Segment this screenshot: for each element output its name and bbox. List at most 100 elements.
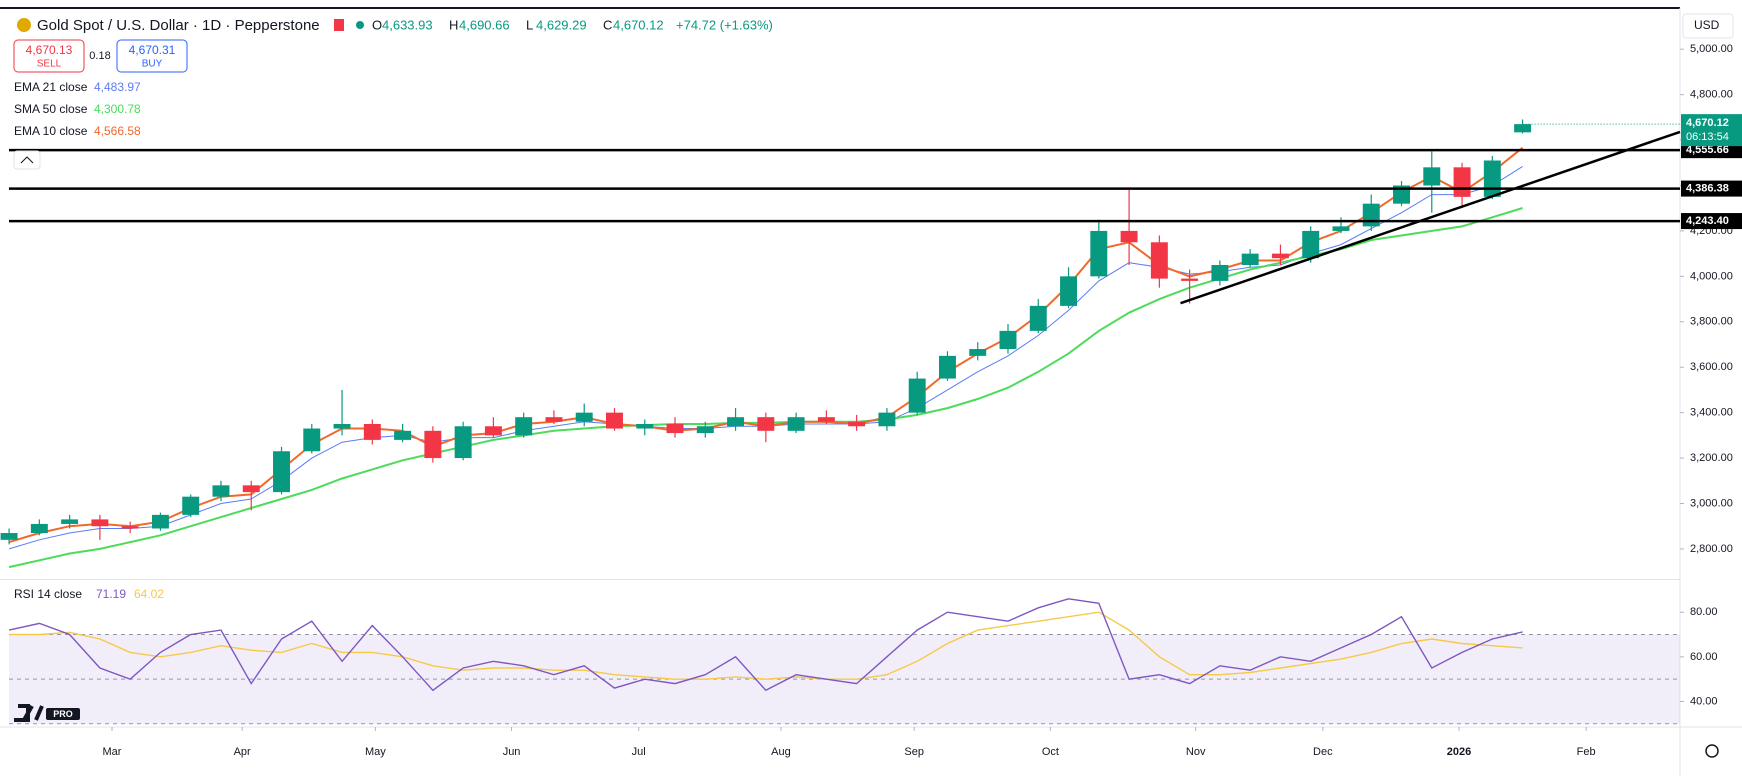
candle-body: [1332, 226, 1350, 231]
candle-body: [878, 412, 896, 427]
y-tick-label: 2,800.00: [1690, 543, 1733, 555]
y-tick-label: 60.00: [1690, 651, 1718, 663]
x-tick-label: Sep: [904, 746, 924, 758]
plot: 2,800.00 3,000.00 3,200.00 3,400.00 3,600.00…: [0, 43, 1742, 758]
sell-button[interactable]: [13, 39, 85, 73]
candle-body: [484, 426, 502, 436]
x-tick-label: Jul: [632, 746, 646, 758]
ohlc-row: O 4,633.93 H 4,690.66 L 4,629.29 C 4,670.12 +74.…: [372, 17, 773, 32]
candle-body: [1362, 203, 1380, 227]
brand-text: PRO: [53, 709, 73, 719]
x-tick-label: Aug: [771, 746, 791, 758]
candle-body: [938, 355, 956, 379]
candle-body: [30, 523, 48, 534]
ohlc-key: C: [603, 17, 612, 32]
x-tick-label: Nov: [1186, 746, 1206, 758]
current-price-box: [1681, 114, 1742, 147]
legend-value: 4,566.58: [94, 124, 141, 138]
candle-body: [91, 519, 109, 527]
candle-body: [1241, 253, 1259, 265]
y-tick-label: 80.00: [1690, 606, 1718, 618]
candle-body: [121, 526, 139, 529]
candle-body: [333, 423, 351, 429]
settings-icon[interactable]: [1705, 744, 1719, 758]
ohlc-value: 4,633.93: [382, 17, 433, 32]
x-tick-label: Jun: [503, 746, 521, 758]
y-tick-label: 3,400.00: [1690, 407, 1733, 419]
buy-button[interactable]: [116, 39, 188, 73]
buy-label: BUY: [142, 59, 163, 70]
sell-price: 4,670.13: [26, 43, 73, 57]
candle-body: [1483, 160, 1501, 197]
y-tick-label: 3,800.00: [1690, 316, 1733, 328]
candle-body: [1514, 124, 1532, 133]
currency-button[interactable]: [1682, 13, 1734, 39]
brand-logo: [14, 704, 44, 722]
candle-body: [969, 349, 987, 356]
candle-body: [303, 428, 321, 452]
candle-body: [454, 426, 472, 459]
candle-body: [1453, 167, 1471, 197]
candle-body: [848, 421, 866, 427]
y-tick-label: 3,000.00: [1690, 497, 1733, 509]
x-tick-label: Mar: [103, 746, 122, 758]
candle-body: [1029, 305, 1047, 331]
y-tick-label: 4,800.00: [1690, 89, 1733, 101]
legend-name: EMA 10 close: [14, 124, 88, 138]
candle-body: [1150, 242, 1168, 279]
candle-body: [424, 430, 442, 459]
ohlc-value: 4,670.12: [613, 17, 664, 32]
candle-body: [1090, 230, 1108, 277]
candle-body: [908, 378, 926, 413]
symbol-title: Gold Spot / U.S. Dollar · 1D · Peppersto…: [37, 17, 320, 34]
candle-body: [1120, 230, 1138, 243]
collapse-icon: [20, 156, 34, 164]
y-tick-label: 4,000.00: [1690, 270, 1733, 282]
candle-body: [212, 485, 230, 497]
sell-label: SELL: [37, 59, 62, 70]
level-label-box: [1681, 180, 1742, 197]
x-tick-label: May: [365, 746, 386, 758]
candle-body: [1181, 278, 1199, 281]
x-tick-label: Feb: [1577, 746, 1596, 758]
countdown: 06:13:54: [1686, 131, 1729, 143]
rsi-title: RSI 14 close: [14, 587, 82, 601]
brand-badge: [46, 708, 80, 720]
trendline: [1180, 130, 1681, 305]
x-tick-label: Oct: [1042, 746, 1059, 758]
x-tick-label: Apr: [234, 746, 251, 758]
candle-body: [1393, 185, 1410, 204]
candle-body: [606, 412, 623, 429]
candle-body: [575, 412, 593, 422]
candle-body: [394, 430, 412, 440]
level-label: 4,555.66: [1686, 144, 1729, 156]
ohlc-key: H: [449, 17, 458, 32]
candle-body: [1211, 264, 1229, 281]
candle-body: [757, 417, 775, 431]
legend-value: 4,300.78: [94, 102, 141, 116]
candle-body: [242, 485, 260, 493]
y-tick-label: 5,000.00: [1690, 43, 1733, 55]
candle-body: [515, 417, 533, 436]
current-price: 4,670.12: [1686, 117, 1729, 129]
legend-value: 4,483.97: [94, 80, 141, 94]
ohlc-key: L: [526, 17, 533, 32]
candle-body: [1271, 253, 1289, 259]
ohlc-value: 4,629.29: [536, 17, 587, 32]
collapse-button[interactable]: [13, 150, 41, 170]
indicator-legend: EMA 21 close 4,483.97 SMA 50 close 4,300.78…: [14, 80, 141, 138]
level-label-box: [1681, 213, 1742, 230]
candle-body: [363, 423, 381, 440]
candle-body: [1302, 230, 1320, 259]
y-tick-label: 3,600.00: [1690, 361, 1733, 373]
candle-body: [727, 417, 745, 427]
candle-body: [151, 514, 169, 529]
buy-price: 4,670.31: [129, 43, 176, 57]
level-label: 4,243.40: [1686, 215, 1729, 227]
candle-body: [273, 451, 290, 493]
x-tick-label: Dec: [1313, 746, 1333, 758]
change: +74.72 (+1.63%): [676, 17, 773, 32]
